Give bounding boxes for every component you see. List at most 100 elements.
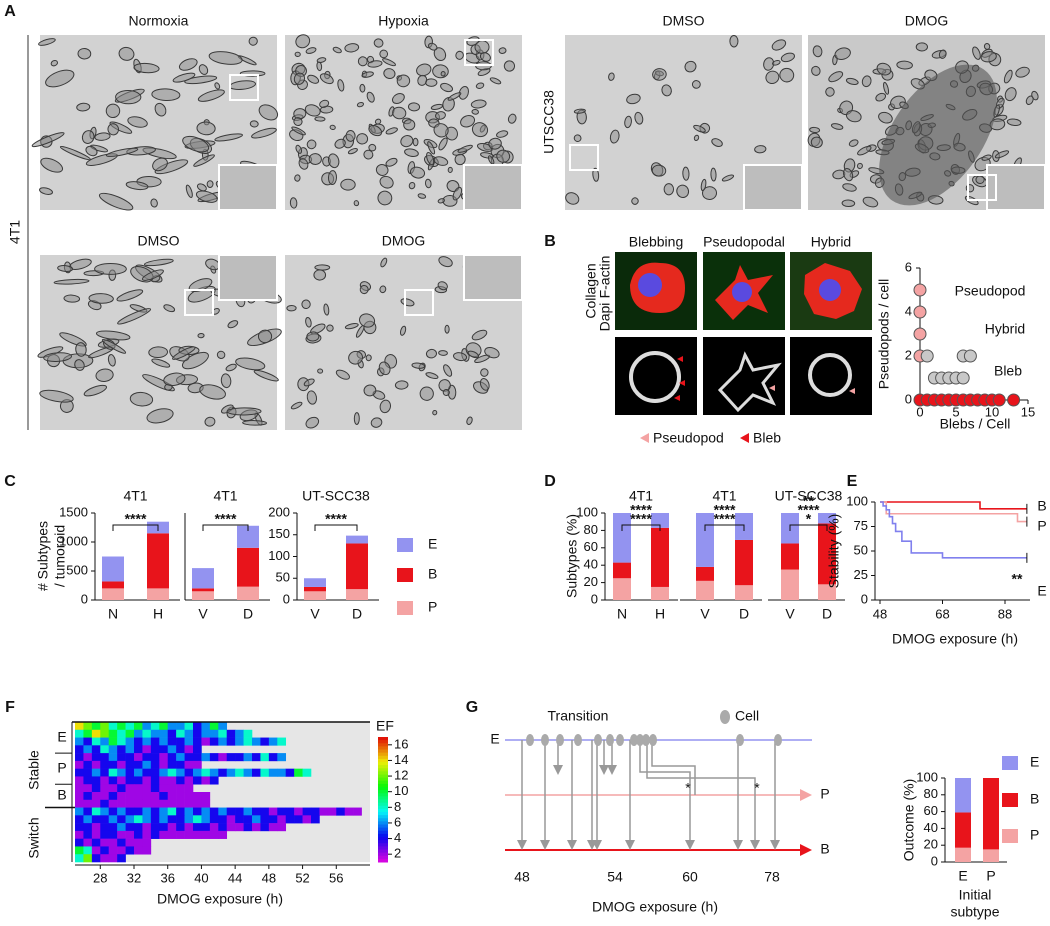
cell-texture xyxy=(480,368,489,377)
heatmap-cell xyxy=(150,823,160,832)
transition-arrow xyxy=(599,765,609,775)
line xyxy=(880,501,1027,523)
heatmap-cell xyxy=(201,722,211,731)
heatmap-cell xyxy=(125,799,135,808)
colorbar-step xyxy=(378,771,388,775)
significance-stars: **** xyxy=(215,511,237,527)
heatmap-cell xyxy=(134,815,143,824)
cell-texture xyxy=(53,278,90,285)
bar-segment xyxy=(304,586,326,592)
bar-segment xyxy=(613,562,631,579)
legend-swatch xyxy=(1002,829,1018,843)
heatmap-cell xyxy=(117,722,126,731)
cell-texture xyxy=(419,386,434,401)
cell-texture xyxy=(353,412,360,425)
panel-label: C xyxy=(4,473,16,490)
heatmap-cell xyxy=(302,807,312,816)
bar-segment xyxy=(818,584,836,600)
heatmap-cell xyxy=(134,760,143,769)
cell-texture xyxy=(896,60,913,70)
legend-swatch xyxy=(397,568,413,582)
cell-texture xyxy=(861,75,872,88)
y-tick-label: 50 xyxy=(276,570,290,585)
heatmap-cell xyxy=(83,846,93,855)
bar-segment xyxy=(781,543,799,570)
heatmap-cell xyxy=(100,846,110,855)
cell-texture xyxy=(197,332,205,339)
heatmap-cell xyxy=(193,830,202,839)
heatmap-cell xyxy=(142,823,152,832)
cell-texture xyxy=(458,85,469,100)
cell-texture xyxy=(289,197,298,209)
cell-texture xyxy=(471,108,479,115)
series-label: B xyxy=(1037,498,1046,514)
heatmap-cell xyxy=(201,792,211,801)
x-tick-label: E xyxy=(958,868,967,884)
channel-label: Dapi xyxy=(597,303,613,332)
heatmap-cell xyxy=(150,760,160,769)
heatmap-cell xyxy=(75,799,84,808)
y-tick-label: 100 xyxy=(916,769,938,784)
image-title: DMOG xyxy=(382,233,426,249)
panel-label: F xyxy=(5,699,15,716)
heatmap-cell xyxy=(193,776,202,785)
column-title: Blebbing xyxy=(629,234,684,250)
cell-texture xyxy=(475,82,485,89)
cell-texture xyxy=(711,138,723,147)
heatmap-cell xyxy=(91,792,101,801)
y-tick-label: 20 xyxy=(924,837,938,852)
cell-texture xyxy=(994,150,1010,159)
heatmap-cell xyxy=(176,753,185,762)
heatmap-cell xyxy=(201,776,211,785)
cell-texture xyxy=(399,325,407,336)
inset-box xyxy=(404,289,434,316)
colorbar-tick-label: 2 xyxy=(394,846,401,861)
cell-texture xyxy=(77,47,92,60)
heatmap-cell xyxy=(75,792,84,801)
legend-label: B xyxy=(428,566,437,582)
cell-texture xyxy=(447,92,462,101)
cell-texture xyxy=(771,59,781,66)
cell-texture xyxy=(105,147,139,157)
heatmap-cell xyxy=(100,729,110,738)
cell-texture xyxy=(107,354,116,367)
heatmap-cell xyxy=(83,823,93,832)
heatmap-cell xyxy=(142,753,152,762)
colorbar-step xyxy=(378,824,388,829)
annotation: * xyxy=(754,780,760,796)
cell-texture xyxy=(652,68,667,81)
heatmap-cell xyxy=(108,854,118,863)
y-tick-label: 1500 xyxy=(59,504,88,519)
cell-texture xyxy=(432,409,438,416)
cell-texture xyxy=(248,36,258,46)
colorbar-step xyxy=(378,812,388,816)
heatmap-cell xyxy=(285,807,295,816)
cell-texture xyxy=(305,316,312,328)
cell-texture xyxy=(409,166,426,179)
heatmap-cell xyxy=(176,768,185,777)
cell-texture xyxy=(379,399,391,414)
cell-texture xyxy=(127,116,148,128)
colorbar-tick-label: 8 xyxy=(394,799,401,814)
cell-texture xyxy=(470,99,487,109)
cell-texture xyxy=(455,50,464,60)
bar-segment xyxy=(102,588,124,600)
cell-texture xyxy=(433,123,449,138)
cell-texture xyxy=(50,59,58,67)
x-tick-label: 10 xyxy=(985,404,999,419)
heatmap-cell xyxy=(100,830,110,839)
chart-title: UT-SCC38 xyxy=(775,488,843,504)
heatmap-cell xyxy=(75,722,84,731)
heatmap-cell xyxy=(167,823,177,832)
heatmap-cell xyxy=(125,792,135,801)
colorbar-step xyxy=(378,805,388,810)
inset xyxy=(218,164,278,211)
heatmap-cell xyxy=(142,799,152,808)
legend-label: B xyxy=(1030,791,1039,807)
cell-texture xyxy=(876,62,892,76)
colorbar-step xyxy=(378,837,388,841)
cell-texture xyxy=(182,135,210,153)
significance-bracket xyxy=(112,524,159,531)
cell-texture xyxy=(368,124,383,137)
